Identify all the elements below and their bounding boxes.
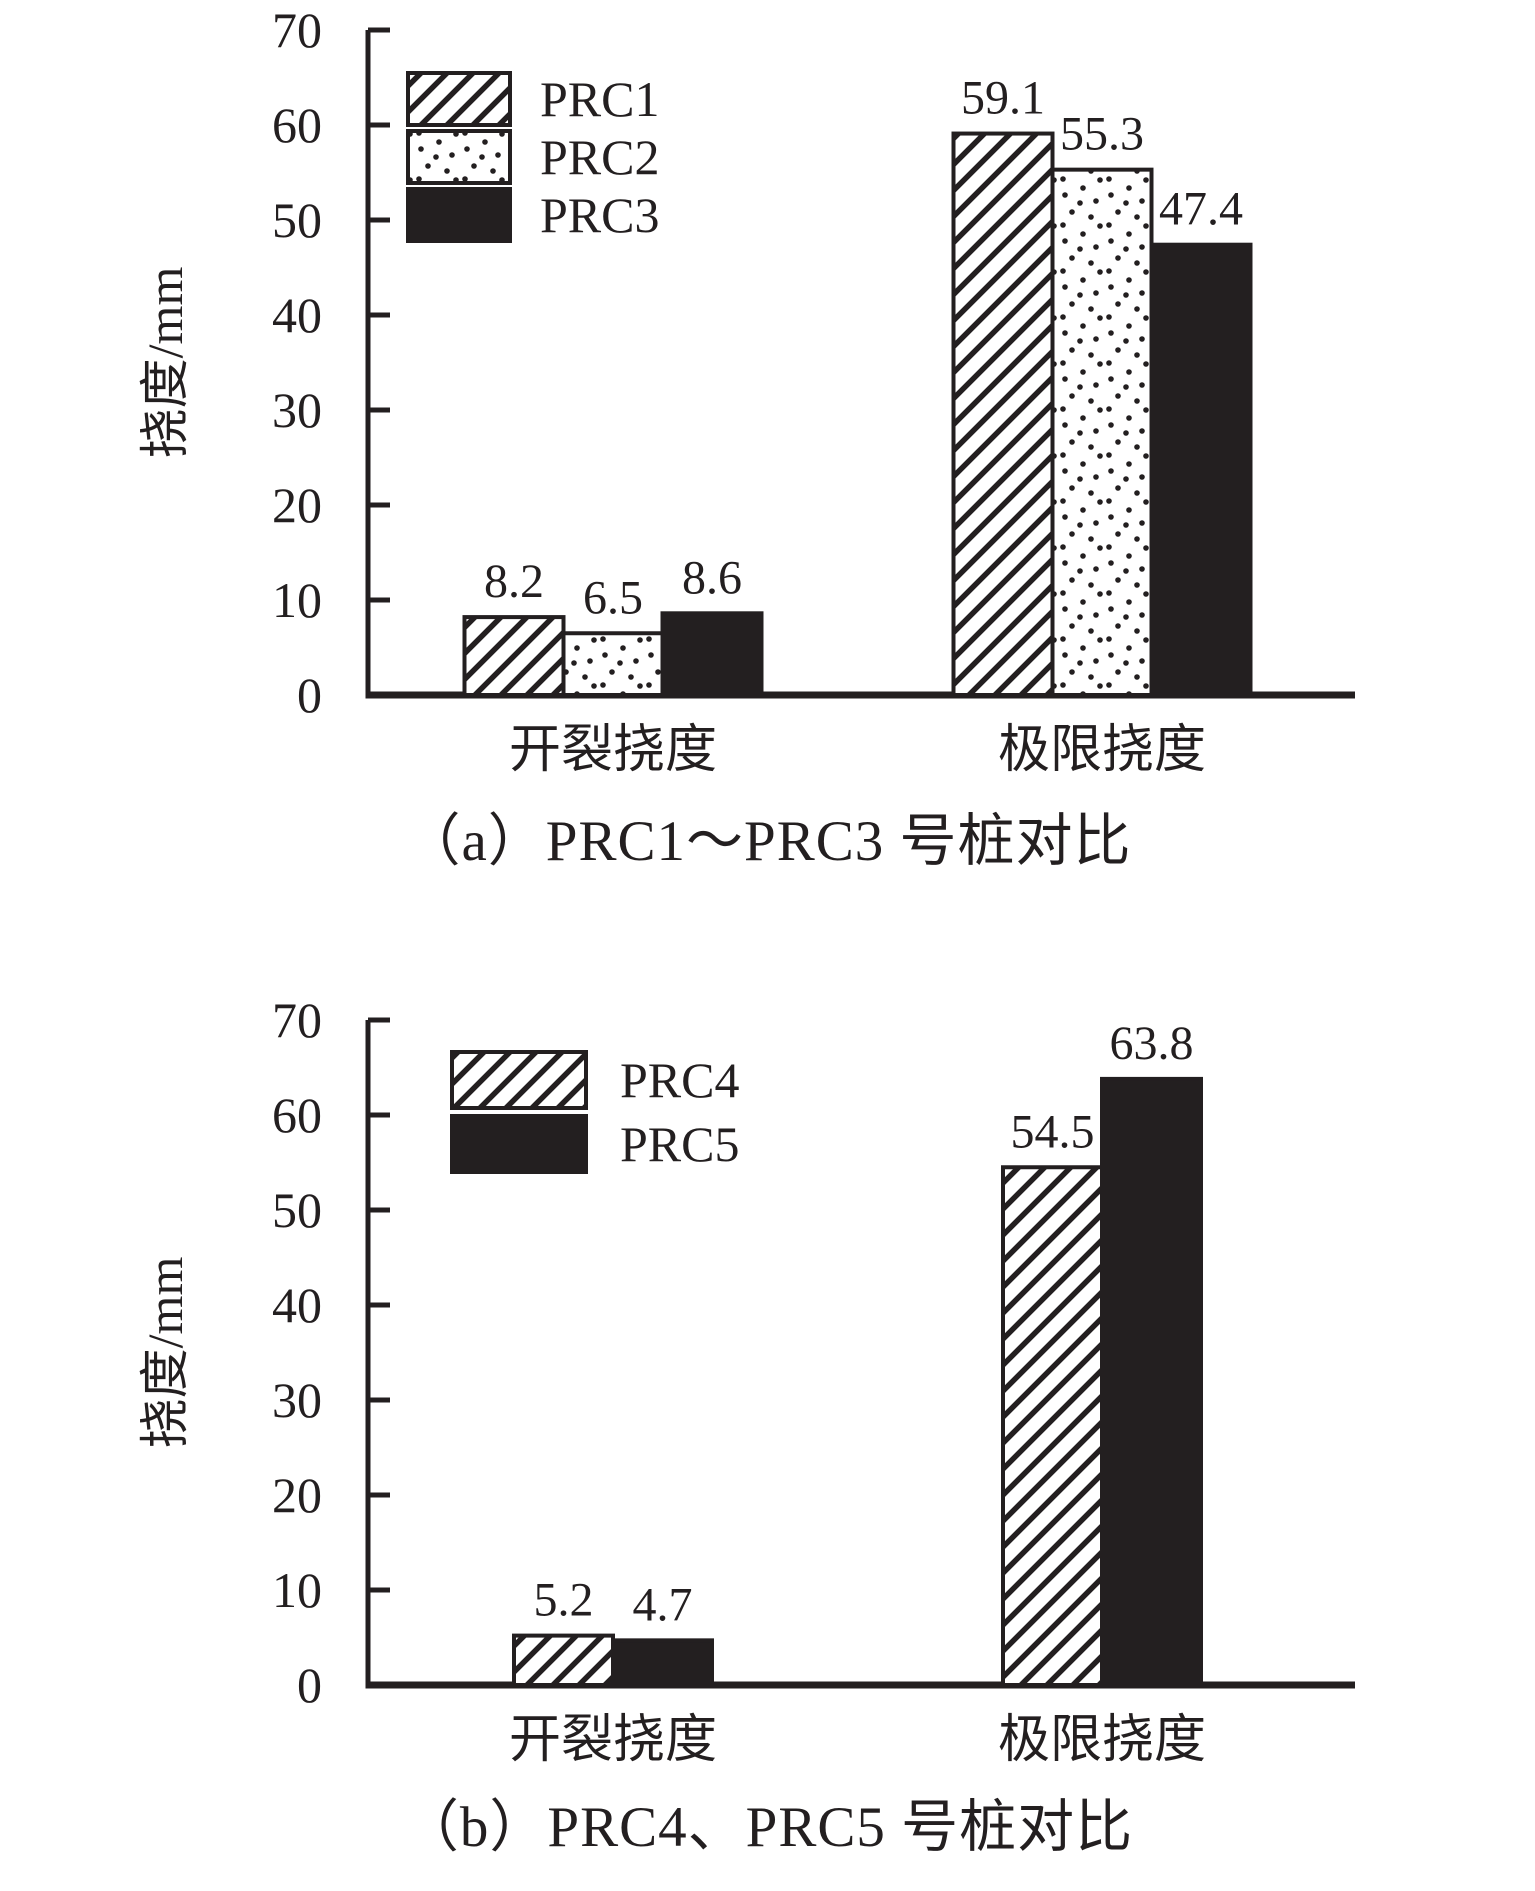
y-tick-label: 70	[272, 992, 322, 1048]
y-tick-label: 60	[272, 1087, 322, 1143]
bar-value-label: 8.2	[484, 555, 544, 608]
chart-a-canvas: 0 10 20 30 40 50 60 70 挠度/mm 8.2 59.1 6.5 55.3 8.6 47.…	[137, 2, 1355, 779]
y-tick-label: 20	[272, 1467, 322, 1523]
y-tick-label: 40	[272, 1277, 322, 1333]
chart-b-caption: （b）PRC4、PRC5 号桩对比	[401, 1796, 1134, 1859]
bar-value-label: 63.8	[1110, 1017, 1194, 1070]
bar-PRC2-极限挠度	[1050, 167, 1154, 697]
chart-b-canvas: 0 10 20 30 40 50 60 70 挠度/mm 5.2 54.5 4.7 63.8 开裂挠度 极限…	[137, 992, 1355, 1769]
legend-label-PRC5: PRC5	[620, 1116, 740, 1172]
bar-PRC3-极限挠度	[1149, 242, 1253, 697]
legend-swatch-PRC5	[450, 1114, 588, 1174]
bar-value-label: 47.4	[1159, 183, 1243, 236]
bar-value-label: 5.2	[534, 1574, 594, 1627]
legend-label-PRC2: PRC2	[540, 129, 660, 185]
bar-value-label: 54.5	[1011, 1105, 1095, 1158]
bar-value-label: 55.3	[1060, 108, 1144, 161]
y-tick-label: 30	[272, 382, 322, 438]
bar-PRC1-开裂挠度	[462, 615, 566, 697]
y-tick-label: 0	[297, 667, 322, 723]
bar-PRC1-极限挠度	[951, 131, 1055, 698]
bar-PRC4-开裂挠度	[512, 1633, 615, 1687]
legend-label-PRC3: PRC3	[540, 187, 660, 243]
bar-PRC2-开裂挠度	[561, 631, 665, 697]
legend-label-PRC1: PRC1	[540, 71, 660, 127]
y-tick-label: 30	[272, 1372, 322, 1428]
y-tick-label: 10	[272, 1562, 322, 1618]
legend-swatch-PRC3	[406, 187, 512, 243]
bar-PRC3-开裂挠度	[660, 611, 764, 697]
y-tick-label: 20	[272, 477, 322, 533]
legend-swatch-PRC4	[450, 1050, 588, 1110]
y-tick-label: 40	[272, 287, 322, 343]
y-tick-label: 50	[272, 192, 322, 248]
x-category-label: 开裂挠度	[509, 722, 717, 779]
y-tick-label: 60	[272, 97, 322, 153]
legend-swatch-PRC2	[406, 129, 512, 185]
bar-PRC5-开裂挠度	[611, 1638, 714, 1687]
bar-value-label: 6.5	[583, 571, 643, 624]
y-axis-title: 挠度/mm	[137, 1257, 193, 1449]
legend-swatch-PRC1	[406, 71, 512, 127]
legend-label-PRC4: PRC4	[620, 1052, 740, 1108]
bar-PRC4-极限挠度	[1001, 1165, 1104, 1687]
bar-value-label: 4.7	[633, 1578, 693, 1631]
y-tick-label: 10	[272, 572, 322, 628]
bar-value-label: 59.1	[961, 72, 1045, 125]
bar-value-label: 8.6	[682, 551, 742, 604]
chart-a-caption: （a）PRC1～PRC3 号桩对比	[403, 810, 1132, 873]
y-tick-label: 0	[297, 1657, 322, 1713]
x-category-label: 开裂挠度	[509, 1712, 717, 1769]
x-category-label: 极限挠度	[998, 722, 1206, 779]
y-axis-title: 挠度/mm	[137, 267, 193, 459]
x-category-label: 极限挠度	[998, 1712, 1206, 1769]
bar-PRC5-极限挠度	[1100, 1076, 1203, 1687]
y-tick-label: 70	[272, 2, 322, 58]
y-tick-label: 50	[272, 1182, 322, 1238]
